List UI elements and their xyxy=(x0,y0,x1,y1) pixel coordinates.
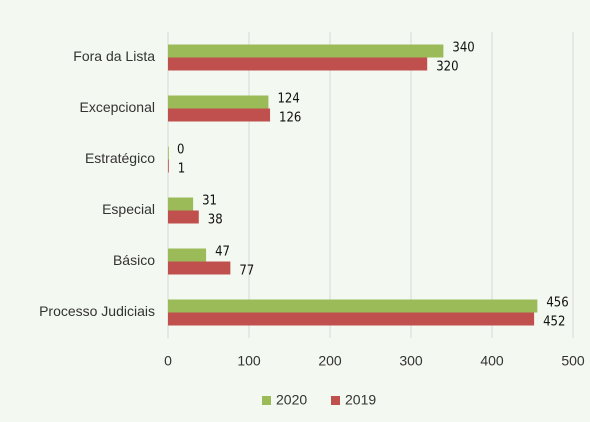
data-label: 31 xyxy=(202,194,217,209)
data-label: 340 xyxy=(452,41,474,56)
data-label: 1 xyxy=(178,162,185,177)
y-tick-label: Processo Judiciais xyxy=(39,303,155,319)
data-label: 38 xyxy=(208,213,223,228)
data-label: 126 xyxy=(279,111,301,126)
bar xyxy=(168,248,207,262)
data-label: 452 xyxy=(543,315,565,330)
legend-swatch xyxy=(331,396,340,405)
bar xyxy=(168,159,169,173)
x-tick-label: 300 xyxy=(399,353,423,369)
data-label: 0 xyxy=(177,143,184,158)
x-tick-label: 100 xyxy=(237,353,261,369)
data-label: 47 xyxy=(215,245,230,260)
y-tick-label: Excepcional xyxy=(80,99,156,115)
y-tick-label: Estratégico xyxy=(85,150,155,166)
bar xyxy=(168,210,199,224)
bar xyxy=(168,299,538,313)
x-tick-label: 500 xyxy=(561,353,585,369)
x-tick-label: 200 xyxy=(318,353,342,369)
bar xyxy=(168,312,535,326)
legend-label: 2020 xyxy=(276,392,307,408)
x-tick-label: 0 xyxy=(164,353,172,369)
y-tick-label: Especial xyxy=(102,201,155,217)
data-label: 456 xyxy=(546,296,568,311)
data-label: 124 xyxy=(277,92,299,107)
legend-swatch xyxy=(262,396,271,405)
bar xyxy=(168,108,271,122)
x-tick-label: 400 xyxy=(480,353,504,369)
data-label: 320 xyxy=(436,60,458,75)
y-tick-label: Fora da Lista xyxy=(73,48,155,64)
bar xyxy=(168,197,194,211)
data-label: 77 xyxy=(239,264,254,279)
bar xyxy=(168,146,169,160)
bar xyxy=(168,57,428,71)
y-tick-label: Básico xyxy=(113,252,155,268)
bar xyxy=(168,95,269,109)
bar xyxy=(168,44,444,58)
legend-label: 2019 xyxy=(345,392,376,408)
bar xyxy=(168,261,231,275)
